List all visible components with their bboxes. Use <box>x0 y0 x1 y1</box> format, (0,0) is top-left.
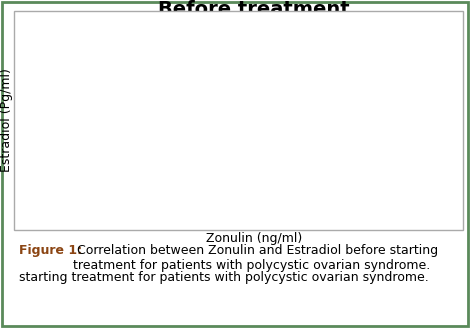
Point <box>199 139 206 145</box>
Point <box>166 65 174 70</box>
Point <box>89 200 97 205</box>
Point <box>327 98 335 104</box>
Point <box>122 61 129 66</box>
Point <box>186 125 193 130</box>
Text: Figure 1:: Figure 1: <box>19 244 82 257</box>
Point <box>122 121 129 126</box>
Point <box>173 125 180 130</box>
Point <box>411 83 418 89</box>
Point <box>423 102 431 107</box>
Point <box>89 170 97 175</box>
Point <box>243 65 251 70</box>
Point <box>96 117 103 122</box>
Text: r = 0.27: r = 0.27 <box>386 36 435 49</box>
Point <box>109 121 116 126</box>
Point <box>128 72 135 77</box>
Point <box>134 192 142 197</box>
Y-axis label: Estradiol (Pg/ml): Estradiol (Pg/ml) <box>0 68 13 172</box>
Point <box>122 125 129 130</box>
Point <box>115 147 123 152</box>
Point <box>115 113 123 119</box>
Point <box>417 98 424 104</box>
Point <box>250 143 258 149</box>
Point <box>83 113 91 119</box>
Point <box>122 136 129 141</box>
Point <box>192 121 200 126</box>
Point <box>109 113 116 119</box>
Point <box>70 85 78 90</box>
Point <box>160 121 168 126</box>
Point <box>128 91 135 96</box>
Point <box>166 136 174 141</box>
Text: starting treatment for patients with polycystic ovarian syndrome.: starting treatment for patients with pol… <box>19 271 429 284</box>
Point <box>77 91 84 96</box>
Point <box>147 121 155 126</box>
Point <box>96 136 103 141</box>
Point <box>102 147 110 152</box>
Point <box>77 117 84 122</box>
Point <box>154 170 161 175</box>
Point <box>173 121 180 126</box>
X-axis label: Zonulin (ng/ml): Zonulin (ng/ml) <box>206 232 302 245</box>
Point <box>327 87 335 92</box>
Point <box>115 121 123 126</box>
Point <box>115 128 123 133</box>
Point <box>115 195 123 201</box>
Point <box>89 188 97 194</box>
Point <box>83 136 91 141</box>
Point <box>109 117 116 122</box>
Text: Correlation between Zonulin and Estradiol before starting treatment for patients: Correlation between Zonulin and Estradio… <box>73 244 438 272</box>
Title: Before treatment: Before treatment <box>158 0 350 19</box>
Point <box>141 110 149 115</box>
Point <box>186 136 193 141</box>
Point <box>154 181 161 186</box>
Point <box>321 95 328 100</box>
Point <box>102 121 110 126</box>
